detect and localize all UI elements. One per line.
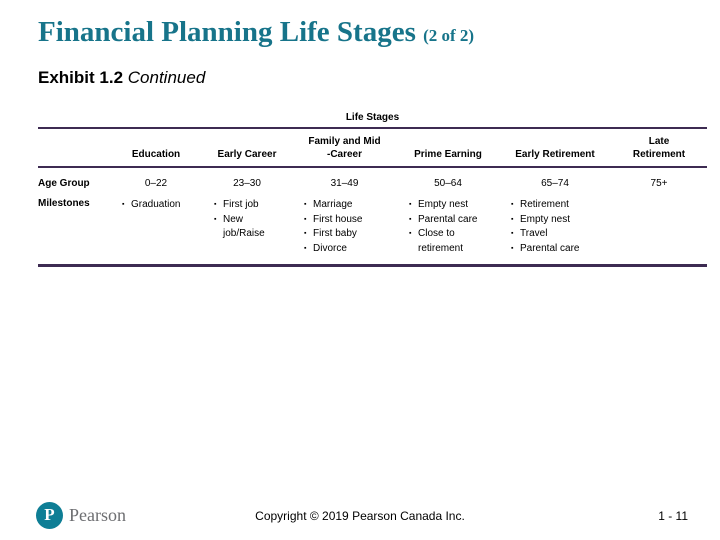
milestone-text: Divorce xyxy=(313,242,347,254)
bullet-icon: ▪ xyxy=(304,215,307,223)
milestone-text: Parental care xyxy=(520,242,580,254)
milestone-text: Travel xyxy=(520,228,548,239)
bullet-icon: ▪ xyxy=(511,244,514,252)
bullet-icon: ▪ xyxy=(511,230,514,237)
table-header-row: Education Early Career Family and Mid -C… xyxy=(38,128,707,168)
milestone-item: ▪ Empty nest xyxy=(511,213,609,228)
milestone-text: Empty nest xyxy=(418,199,469,210)
age-prime-earning: 50–64 xyxy=(434,178,462,189)
header-education: Education xyxy=(110,128,202,168)
milestones-prime-earning: ▪ Empty nest ▪ Parental care ▪ Close to retir… xyxy=(397,193,499,267)
header-early-retirement: Early Retirement xyxy=(499,128,611,168)
bullet-icon: ▪ xyxy=(409,230,412,237)
milestones-education: ▪ Graduation xyxy=(110,193,202,267)
milestones-label: Milestones xyxy=(38,193,110,267)
life-stages-table: Life Stages Education Early Career Famil… xyxy=(38,112,707,267)
milestone-text: Marriage xyxy=(313,199,353,210)
milestone-item: ▪ New job/Raise xyxy=(214,213,290,242)
milestone-text: Close to retirement xyxy=(418,228,464,254)
milestone-item: ▪ Close to retirement xyxy=(409,227,497,256)
pearson-logo-icon: P xyxy=(36,502,63,529)
exhibit-subtitle: Exhibit 1.2 Continued xyxy=(38,68,205,88)
page-title-text: Financial Planning Life Stages xyxy=(38,16,416,48)
bullet-icon: ▪ xyxy=(409,201,412,208)
pearson-wordmark: Pearson xyxy=(69,505,126,525)
header-empty xyxy=(38,128,110,168)
bullet-icon: ▪ xyxy=(409,215,412,223)
milestones-row: Milestones ▪ Graduation ▪ First job ▪ New jo… xyxy=(38,193,707,267)
milestones-family-mid-career: ▪ Marriage ▪ First house ▪ First baby ▪ Divorce xyxy=(292,193,397,267)
age-education: 0–22 xyxy=(144,178,168,189)
pearson-logo: P Pearson xyxy=(36,502,126,529)
milestone-text: New job/Raise xyxy=(223,213,265,240)
age-group-row: Age Group 0–22 23–30 31–49 50–64 65–74 7… xyxy=(38,167,707,193)
copyright-text: Copyright © 2019 Pearson Canada Inc. xyxy=(255,509,465,523)
exhibit-continued: Continued xyxy=(127,68,206,87)
age-early-career: 23–30 xyxy=(233,178,261,189)
bullet-icon: ▪ xyxy=(511,215,514,223)
bullet-icon: ▪ xyxy=(511,201,514,208)
header-prime-earning: Prime Earning xyxy=(397,128,499,168)
milestones-late-retirement xyxy=(611,193,707,267)
page-title: Financial Planning Life Stages (2 of 2) xyxy=(38,16,474,49)
bullet-icon: ▪ xyxy=(304,230,307,237)
age-late-retirement: 75+ xyxy=(650,178,668,189)
milestone-item: ▪ First job xyxy=(214,198,290,213)
page-title-suffix: (2 of 2) xyxy=(423,26,475,45)
milestone-text: First baby xyxy=(313,228,357,239)
table-caption: Life Stages xyxy=(345,112,400,123)
bullet-icon: ▪ xyxy=(214,201,217,208)
age-family-mid-career: 31–49 xyxy=(330,178,359,189)
milestone-item: ▪ First house xyxy=(304,213,395,228)
bullet-icon: ▪ xyxy=(304,244,307,252)
milestones-early-retirement: ▪ Retirement ▪ Empty nest ▪ Travel ▪ Parental c… xyxy=(499,193,611,267)
age-group-label: Age Group xyxy=(38,178,90,189)
milestone-text: First house xyxy=(313,213,363,225)
milestone-item: ▪ First baby xyxy=(304,227,395,242)
age-early-retirement: 65–74 xyxy=(541,178,569,189)
exhibit-label: Exhibit 1.2 xyxy=(38,68,124,87)
milestone-item: ▪ Empty nest xyxy=(409,198,497,213)
milestone-text: Retirement xyxy=(520,199,569,210)
header-family-mid-career: Family and Mid -Career xyxy=(292,128,397,168)
stages-table: Education Early Career Family and Mid -C… xyxy=(38,127,707,267)
milestone-text: First job xyxy=(223,199,259,210)
milestone-text: Empty nest xyxy=(520,213,571,225)
milestone-item: ▪ Divorce xyxy=(304,242,395,257)
milestones-early-career: ▪ First job ▪ New job/Raise xyxy=(202,193,292,267)
page-number: 1 - 11 xyxy=(658,509,688,523)
bullet-icon: ▪ xyxy=(214,215,217,223)
milestone-text: Parental care xyxy=(418,213,478,225)
milestone-item: ▪ Parental care xyxy=(511,242,609,257)
milestone-item: ▪ Marriage xyxy=(304,198,395,213)
milestone-text: Graduation xyxy=(131,199,181,210)
milestone-item: ▪ Graduation xyxy=(122,198,200,213)
milestone-item: ▪ Parental care xyxy=(409,213,497,228)
milestone-item: ▪ Retirement xyxy=(511,198,609,213)
header-late-retirement: Late Retirement xyxy=(611,128,707,168)
bullet-icon: ▪ xyxy=(122,201,125,208)
milestone-item: ▪ Travel xyxy=(511,227,609,242)
header-early-career: Early Career xyxy=(202,128,292,168)
bullet-icon: ▪ xyxy=(304,201,307,208)
